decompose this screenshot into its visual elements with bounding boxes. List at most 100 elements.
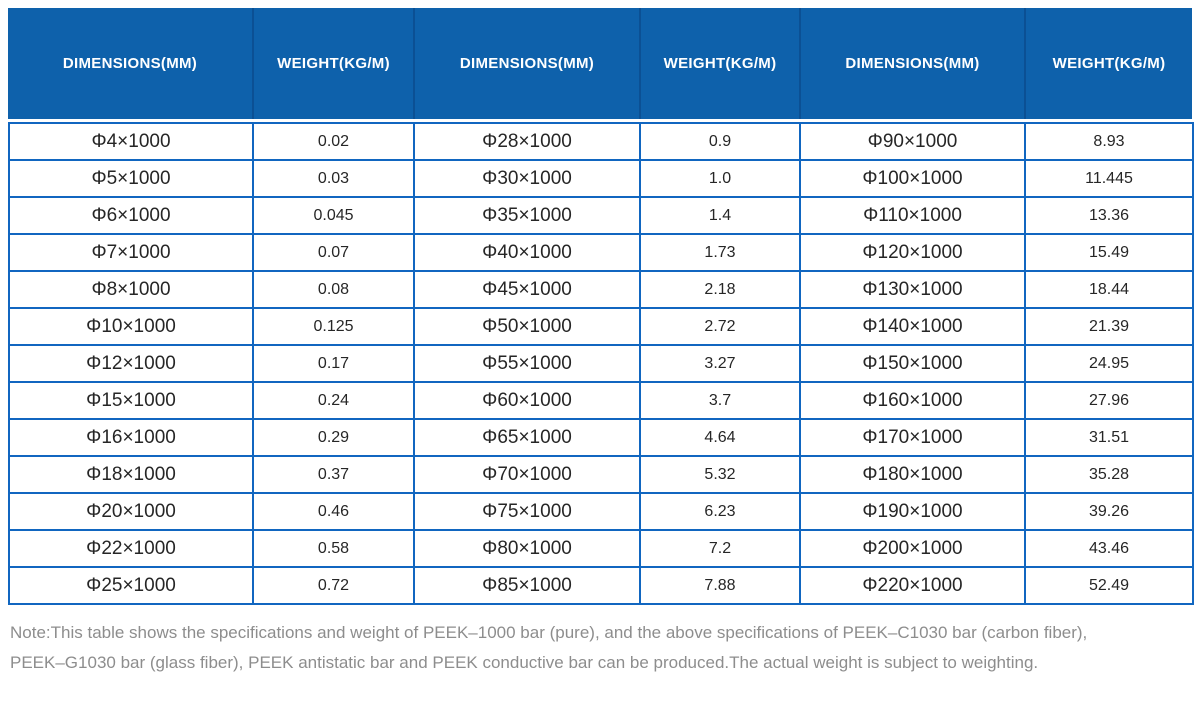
cell-dimensions: Φ140×1000	[799, 307, 1026, 346]
cell-dimensions: Φ80×1000	[413, 529, 641, 568]
cell-weight: 0.17	[252, 344, 415, 383]
cell-weight: 0.125	[252, 307, 415, 346]
cell-weight: 1.4	[639, 196, 801, 235]
cell-weight: 6.23	[639, 492, 801, 531]
cell-dimensions: Φ180×1000	[799, 455, 1026, 494]
cell-weight: 39.26	[1024, 492, 1194, 531]
cell-weight: 13.36	[1024, 196, 1194, 235]
table-row: Φ20×1000 0.46 Φ75×1000 6.23 Φ190×1000 39.26	[8, 492, 1194, 531]
table-row: Φ6×1000 0.045 Φ35×1000 1.4 Φ110×1000 13.36	[8, 196, 1194, 235]
table-row: Φ18×1000 0.37 Φ70×1000 5.32 Φ180×1000 35.28	[8, 455, 1194, 494]
cell-weight: 35.28	[1024, 455, 1194, 494]
spec-table: Φ4×1000 0.02 Φ28×1000 0.9 Φ90×1000 8.93 Φ5×100…	[8, 122, 1194, 605]
cell-dimensions: Φ55×1000	[413, 344, 641, 383]
table-header: DIMENSIONS(MM) WEIGHT(KG/M) DIMENSIONS(M…	[8, 8, 1192, 119]
table-row: Φ16×1000 0.29 Φ65×1000 4.64 Φ170×1000 31.51	[8, 418, 1194, 457]
cell-weight: 0.37	[252, 455, 415, 494]
cell-weight: 43.46	[1024, 529, 1194, 568]
cell-weight: 27.96	[1024, 381, 1194, 420]
cell-weight: 24.95	[1024, 344, 1194, 383]
cell-weight: 1.0	[639, 159, 801, 198]
header-cell-weight-3: WEIGHT(KG/M)	[1024, 8, 1192, 119]
cell-weight: 0.03	[252, 159, 415, 198]
cell-dimensions: Φ30×1000	[413, 159, 641, 198]
header-cell-dimensions-3: DIMENSIONS(MM)	[799, 8, 1024, 119]
cell-dimensions: Φ40×1000	[413, 233, 641, 272]
cell-dimensions: Φ70×1000	[413, 455, 641, 494]
cell-weight: 3.27	[639, 344, 801, 383]
cell-dimensions: Φ75×1000	[413, 492, 641, 531]
cell-dimensions: Φ28×1000	[413, 122, 641, 161]
cell-weight: 0.29	[252, 418, 415, 457]
cell-dimensions: Φ220×1000	[799, 566, 1026, 605]
cell-weight: 0.24	[252, 381, 415, 420]
cell-dimensions: Φ160×1000	[799, 381, 1026, 420]
cell-weight: 0.07	[252, 233, 415, 272]
cell-weight: 8.93	[1024, 122, 1194, 161]
cell-dimensions: Φ35×1000	[413, 196, 641, 235]
table-row: Φ5×1000 0.03 Φ30×1000 1.0 Φ100×1000 11.445	[8, 159, 1194, 198]
header-cell-weight-2: WEIGHT(KG/M)	[639, 8, 799, 119]
cell-dimensions: Φ20×1000	[8, 492, 254, 531]
table-row: Φ12×1000 0.17 Φ55×1000 3.27 Φ150×1000 24.95	[8, 344, 1194, 383]
table-row: Φ4×1000 0.02 Φ28×1000 0.9 Φ90×1000 8.93	[8, 122, 1194, 161]
cell-weight: 52.49	[1024, 566, 1194, 605]
cell-weight: 0.72	[252, 566, 415, 605]
cell-weight: 3.7	[639, 381, 801, 420]
table-row: Φ15×1000 0.24 Φ60×1000 3.7 Φ160×1000 27.96	[8, 381, 1194, 420]
table-row: Φ7×1000 0.07 Φ40×1000 1.73 Φ120×1000 15.49	[8, 233, 1194, 272]
note-line-2: PEEK–G1030 bar (glass fiber), PEEK antis…	[10, 653, 1039, 672]
cell-dimensions: Φ190×1000	[799, 492, 1026, 531]
cell-dimensions: Φ8×1000	[8, 270, 254, 309]
cell-weight: 7.2	[639, 529, 801, 568]
cell-dimensions: Φ25×1000	[8, 566, 254, 605]
spec-table-body: Φ4×1000 0.02 Φ28×1000 0.9 Φ90×1000 8.93 Φ5×100…	[8, 122, 1194, 605]
cell-dimensions: Φ90×1000	[799, 122, 1026, 161]
cell-dimensions: Φ60×1000	[413, 381, 641, 420]
cell-dimensions: Φ7×1000	[8, 233, 254, 272]
table-row: Φ22×1000 0.58 Φ80×1000 7.2 Φ200×1000 43.46	[8, 529, 1194, 568]
cell-weight: 4.64	[639, 418, 801, 457]
cell-dimensions: Φ200×1000	[799, 529, 1026, 568]
header-cell-dimensions-2: DIMENSIONS(MM)	[413, 8, 639, 119]
cell-dimensions: Φ22×1000	[8, 529, 254, 568]
cell-dimensions: Φ170×1000	[799, 418, 1026, 457]
cell-dimensions: Φ15×1000	[8, 381, 254, 420]
cell-weight: 0.9	[639, 122, 801, 161]
cell-dimensions: Φ6×1000	[8, 196, 254, 235]
cell-weight: 2.18	[639, 270, 801, 309]
cell-weight: 0.58	[252, 529, 415, 568]
cell-dimensions: Φ45×1000	[413, 270, 641, 309]
spec-table-container: DIMENSIONS(MM) WEIGHT(KG/M) DIMENSIONS(M…	[8, 8, 1194, 678]
cell-dimensions: Φ5×1000	[8, 159, 254, 198]
cell-dimensions: Φ4×1000	[8, 122, 254, 161]
cell-weight: 2.72	[639, 307, 801, 346]
cell-weight: 7.88	[639, 566, 801, 605]
table-row: Φ8×1000 0.08 Φ45×1000 2.18 Φ130×1000 18.44	[8, 270, 1194, 309]
cell-weight: 21.39	[1024, 307, 1194, 346]
cell-weight: 0.46	[252, 492, 415, 531]
header-cell-weight-1: WEIGHT(KG/M)	[252, 8, 413, 119]
cell-weight: 15.49	[1024, 233, 1194, 272]
cell-dimensions: Φ50×1000	[413, 307, 641, 346]
cell-dimensions: Φ120×1000	[799, 233, 1026, 272]
note-line-1: Note:This table shows the specifications…	[10, 623, 1088, 642]
cell-dimensions: Φ10×1000	[8, 307, 254, 346]
table-row: Φ25×1000 0.72 Φ85×1000 7.88 Φ220×1000 52.49	[8, 566, 1194, 605]
cell-dimensions: Φ65×1000	[413, 418, 641, 457]
cell-dimensions: Φ18×1000	[8, 455, 254, 494]
cell-weight: 1.73	[639, 233, 801, 272]
header-cell-dimensions-1: DIMENSIONS(MM)	[62, 55, 198, 72]
cell-dimensions: Φ150×1000	[799, 344, 1026, 383]
cell-weight: 0.045	[252, 196, 415, 235]
cell-weight: 11.445	[1024, 159, 1194, 198]
cell-weight: 0.02	[252, 122, 415, 161]
cell-dimensions: Φ85×1000	[413, 566, 641, 605]
cell-weight: 18.44	[1024, 270, 1194, 309]
cell-dimensions: Φ12×1000	[8, 344, 254, 383]
cell-weight: 0.08	[252, 270, 415, 309]
cell-dimensions: Φ110×1000	[799, 196, 1026, 235]
cell-dimensions: Φ130×1000	[799, 270, 1026, 309]
note-text: Note:This table shows the specifications…	[10, 618, 1192, 678]
table-row: Φ10×1000 0.125 Φ50×1000 2.72 Φ140×1000 21.39	[8, 307, 1194, 346]
